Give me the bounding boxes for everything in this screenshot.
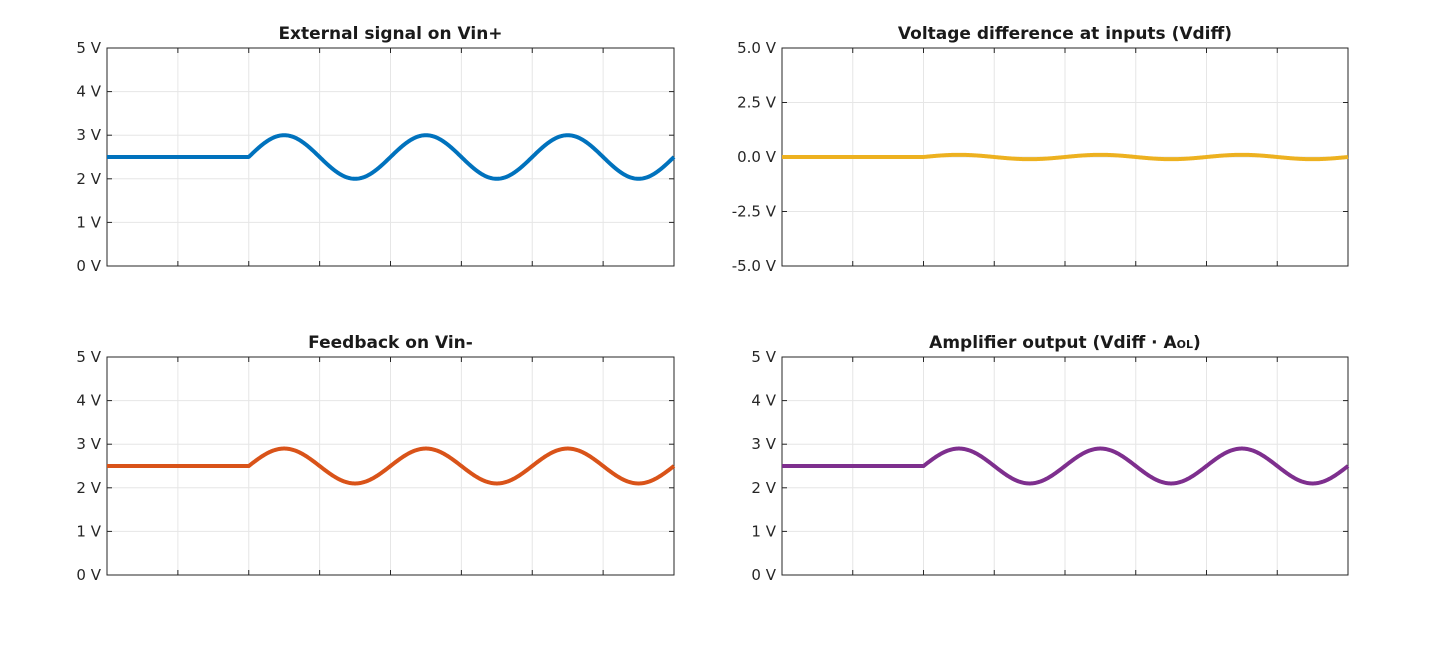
plot-title-suffix: ) [1193,333,1201,353]
y-tick-label: 1 V [76,522,101,540]
y-tick-label: -5.0 V [732,257,777,275]
y-tick-label: 2 V [76,170,101,188]
plot-title: Amplifier output (Vdiff · AOL) [929,333,1201,353]
y-tick-label: 0 V [76,566,101,584]
subplot-3: 0 V 1 V 2 V 3 V 4 V 5 V Feedback on Vin- [76,333,676,584]
y-tick-label: 4 V [76,83,101,101]
subplot-2: -5.0 V -2.5 V 0.0 V 2.5 V 5.0 V Voltage diffe… [732,24,1350,275]
y-tick-label: 5 V [751,348,776,366]
y-tick-label: 1 V [751,522,776,540]
y-tick-label: 4 V [76,392,101,410]
y-tick-label: 2 V [76,479,101,497]
y-tick-label: 5 V [76,348,101,366]
y-tick-label: 5.0 V [737,39,777,57]
plot-title-subscript: OL [1177,338,1193,351]
y-tick-label: 5 V [76,39,101,57]
subplot-1: 0 V 1 V 2 V 3 V 4 V 5 V External signal on Vin… [76,24,676,275]
series-line [105,446,676,486]
plot-title-text: Voltage difference at inputs (Vdiff) [898,24,1232,44]
y-tick-label: 2.5 V [737,94,777,112]
plot-title-text: Feedback on Vin- [308,333,473,353]
y-tick-label: -2.5 V [732,203,777,221]
plot-title: External signal on Vin+ [278,24,502,44]
y-tick-label: 0.0 V [737,148,777,166]
y-tick-label: 3 V [76,126,101,144]
series-line [105,133,676,181]
y-tick-label: 0 V [76,257,101,275]
plot-title: Feedback on Vin- [308,333,473,353]
y-tick-label: 1 V [76,213,101,231]
y-tick-label: 3 V [76,435,101,453]
y-tick-label: 4 V [751,392,776,410]
y-tick-label: 2 V [751,479,776,497]
series-line [780,446,1350,486]
plot-title-text: External signal on Vin+ [278,24,502,44]
subplot-4: 0 V 1 V 2 V 3 V 4 V 5 V Amplifier output (Vdif… [751,333,1350,584]
y-tick-label: 3 V [751,435,776,453]
plot-title-text: Amplifier output (Vdiff · A [929,333,1177,353]
plot-title: Voltage difference at inputs (Vdiff) [898,24,1232,44]
series-line [780,152,1350,162]
y-tick-label: 0 V [751,566,776,584]
